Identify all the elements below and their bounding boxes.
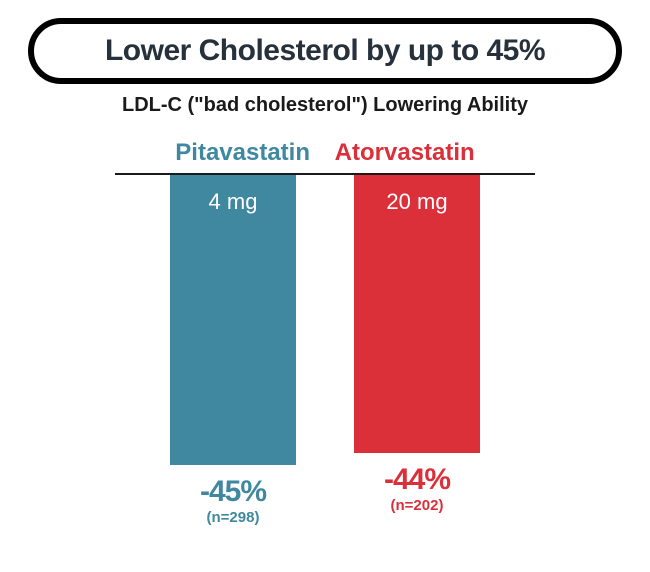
bar-pitavastatin: 4 mg -45% (n=298): [170, 175, 296, 526]
pct-atorvastatin: -44%: [354, 463, 480, 497]
subtitle: LDL-C ("bad cholesterol") Lowering Abili…: [28, 94, 622, 117]
bar-body-atorvastatin: 20 mg: [354, 175, 480, 453]
n-atorvastatin: (n=202): [354, 497, 480, 514]
n-pitavastatin: (n=298): [170, 509, 296, 526]
bars-container: 4 mg -45% (n=298) 20 mg -44% (n=202): [115, 175, 535, 526]
pct-pitavastatin: -45%: [170, 475, 296, 509]
legend-pitavastatin: Pitavastatin: [175, 139, 310, 167]
dose-pitavastatin: 4 mg: [170, 175, 296, 215]
bar-atorvastatin: 20 mg -44% (n=202): [354, 175, 480, 526]
legend-atorvastatin: Atorvastatin: [335, 139, 475, 167]
chart: 4 mg -45% (n=298) 20 mg -44% (n=202): [115, 173, 535, 526]
title-pill: Lower Cholesterol by up to 45%: [28, 18, 622, 84]
bar-body-pitavastatin: 4 mg: [170, 175, 296, 465]
dose-atorvastatin: 20 mg: [354, 175, 480, 215]
chart-legend: Pitavastatin Atorvastatin: [28, 139, 622, 167]
page-title: Lower Cholesterol by up to 45%: [34, 34, 616, 68]
